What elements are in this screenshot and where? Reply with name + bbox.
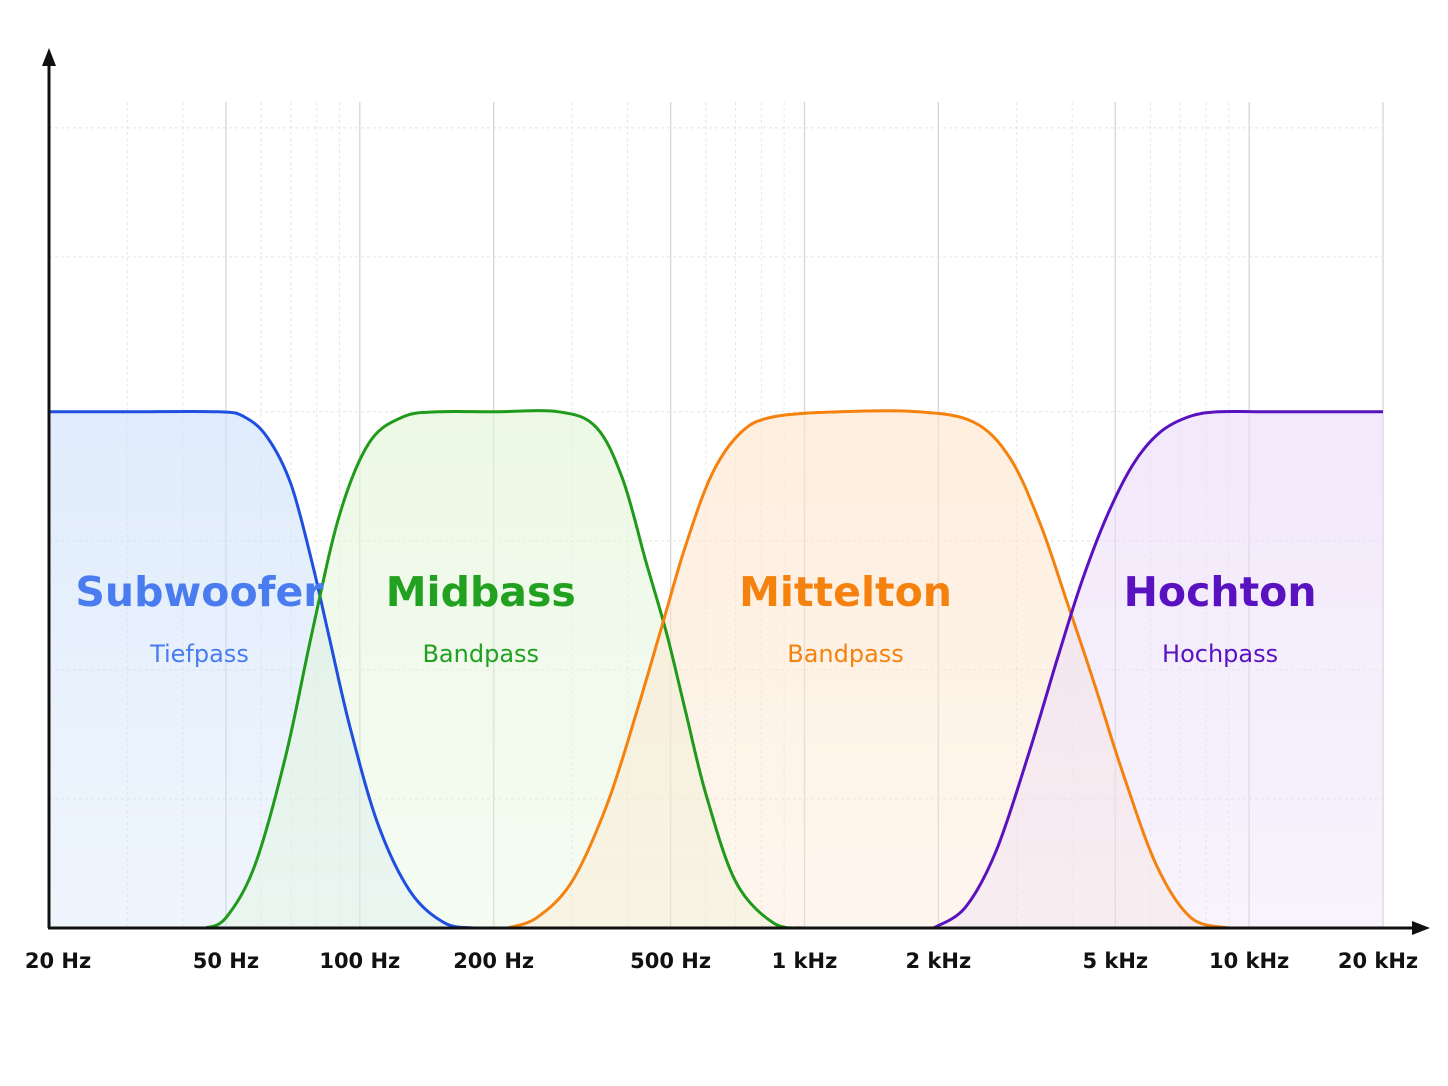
x-tick-labels: 20 Hz 50 Hz 100 Hz 200 Hz 500 Hz 1 kHz 2 kHz 5 … [25, 949, 1418, 973]
x-tick-label: 200 Hz [453, 949, 534, 973]
axes [42, 48, 1430, 935]
band-subtitle-mittelton: Bandpass [787, 640, 904, 668]
x-tick-label: 500 Hz [630, 949, 711, 973]
band-title-mittelton: Mittelton [739, 568, 952, 616]
band-title-midbass: Midbass [386, 568, 576, 616]
x-tick-label: 100 Hz [319, 949, 400, 973]
band-subtitle-subwoofer: Tiefpass [149, 640, 249, 668]
band-labels: Subwoofer Tiefpass Midbass Bandpass Mittelto… [75, 568, 1316, 668]
x-tick-label: 10 kHz [1209, 949, 1289, 973]
band-curve-mittelton [507, 409, 1230, 930]
x-tick-label: 20 Hz [25, 949, 91, 973]
x-tick-label: 1 kHz [772, 949, 838, 973]
band-curves [48, 409, 1383, 930]
band-title-hochton: Hochton [1124, 568, 1317, 616]
x-tick-label: 50 Hz [193, 949, 259, 973]
band-fills [49, 410, 1383, 929]
band-fill-hochton [933, 411, 1383, 928]
band-curve-midbass [204, 409, 805, 930]
band-title-subwoofer: Subwoofer [75, 568, 324, 616]
x-tick-label: 2 kHz [905, 949, 971, 973]
band-curve-subwoofer [48, 409, 474, 930]
band-curve-hochton [932, 409, 1383, 930]
band-subtitle-midbass: Bandpass [422, 640, 539, 668]
x-tick-label: 20 kHz [1338, 949, 1418, 973]
x-tick-label: 5 kHz [1082, 949, 1148, 973]
x-axis-arrow-icon [1412, 921, 1430, 935]
band-subtitle-hochton: Hochpass [1162, 640, 1278, 668]
y-axis-arrow-icon [42, 48, 56, 66]
